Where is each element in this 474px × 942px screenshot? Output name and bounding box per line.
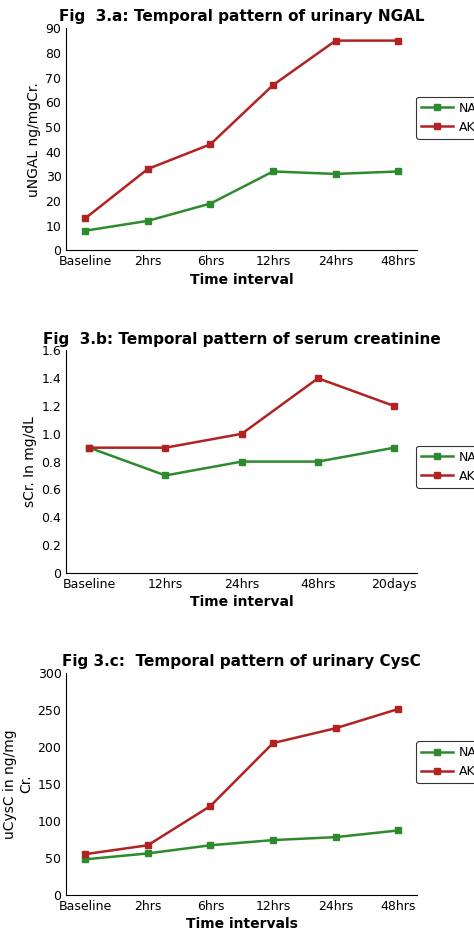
AKI bbox=[145, 163, 151, 174]
NAKI bbox=[395, 825, 401, 836]
NAKI bbox=[208, 839, 213, 851]
X-axis label: Time intervals: Time intervals bbox=[186, 917, 298, 931]
NAKI bbox=[82, 853, 88, 865]
AKI bbox=[239, 429, 245, 440]
Line: NAKI: NAKI bbox=[86, 445, 398, 479]
NAKI bbox=[239, 456, 245, 467]
AKI bbox=[395, 704, 401, 715]
AKI bbox=[392, 400, 397, 412]
Line: AKI: AKI bbox=[86, 375, 398, 451]
Y-axis label: sCr. In mg/dL: sCr. In mg/dL bbox=[23, 416, 37, 507]
AKI bbox=[163, 442, 168, 453]
Title: Fig  3.b: Temporal pattern of serum creatinine: Fig 3.b: Temporal pattern of serum creat… bbox=[43, 332, 441, 347]
NAKI bbox=[145, 848, 151, 859]
Title: Fig  3.a: Temporal pattern of urinary NGAL: Fig 3.a: Temporal pattern of urinary NGA… bbox=[59, 9, 425, 24]
AKI bbox=[270, 79, 276, 90]
NAKI bbox=[270, 835, 276, 846]
NAKI bbox=[395, 166, 401, 177]
AKI bbox=[315, 373, 321, 384]
NAKI bbox=[333, 832, 338, 843]
AKI bbox=[86, 442, 92, 453]
Line: AKI: AKI bbox=[82, 706, 402, 857]
AKI bbox=[145, 839, 151, 851]
Line: AKI: AKI bbox=[82, 37, 402, 222]
Legend: NAKI, AKI: NAKI, AKI bbox=[416, 446, 474, 488]
Line: NAKI: NAKI bbox=[82, 827, 402, 863]
AKI bbox=[208, 138, 213, 150]
Y-axis label: uNGAL ng/mgCr.: uNGAL ng/mgCr. bbox=[27, 82, 41, 197]
AKI bbox=[82, 213, 88, 224]
AKI bbox=[270, 738, 276, 749]
AKI bbox=[333, 35, 338, 46]
Legend: NAKI, AKI: NAKI, AKI bbox=[416, 741, 474, 784]
NAKI bbox=[333, 169, 338, 180]
NAKI bbox=[392, 442, 397, 453]
AKI bbox=[333, 723, 338, 734]
Line: NAKI: NAKI bbox=[82, 168, 402, 235]
NAKI bbox=[270, 166, 276, 177]
Y-axis label: uCysC in ng/mg
Cr.: uCysC in ng/mg Cr. bbox=[3, 729, 34, 838]
NAKI bbox=[86, 442, 92, 453]
AKI bbox=[395, 35, 401, 46]
X-axis label: Time interval: Time interval bbox=[190, 272, 293, 286]
X-axis label: Time interval: Time interval bbox=[190, 594, 293, 609]
NAKI bbox=[82, 225, 88, 236]
Title: Fig 3.c:  Temporal pattern of urinary CysC: Fig 3.c: Temporal pattern of urinary Cys… bbox=[63, 654, 421, 669]
NAKI bbox=[208, 198, 213, 209]
AKI bbox=[82, 849, 88, 860]
NAKI bbox=[145, 215, 151, 226]
NAKI bbox=[315, 456, 321, 467]
Legend: NAKI, AKI: NAKI, AKI bbox=[416, 97, 474, 139]
NAKI bbox=[163, 470, 168, 481]
AKI bbox=[208, 801, 213, 812]
